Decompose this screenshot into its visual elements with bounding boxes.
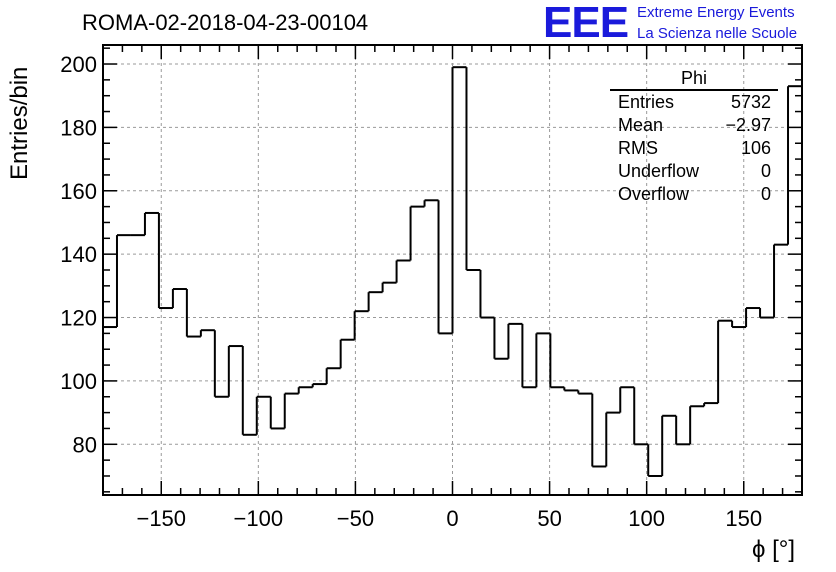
stats-label: Underflow [618,161,700,181]
x-tick-label: 50 [537,506,561,531]
stats-row-rms: RMS 106 [608,137,778,160]
eee-logo: EEE [543,0,629,47]
stats-box: Phi Entries 5732 Mean −2.97 RMS 106 Unde… [608,67,778,206]
y-tick-label: 120 [60,306,97,331]
brand-line-1: Extreme Energy Events [637,4,795,21]
y-tick-label: 100 [60,369,97,394]
brand-line-2: La Scienza nelle Scuole [637,25,798,42]
stats-label: Mean [618,115,664,135]
y-tick-label: 140 [60,242,97,267]
x-tick-label: −50 [337,506,374,531]
stats-box-title: Phi [610,67,778,91]
y-tick-label: 200 [60,52,97,77]
y-tick-label: 180 [60,115,97,140]
stats-value: −2.97 [725,115,771,135]
x-tick-label: −150 [136,506,186,531]
stats-row-underflow: Underflow 0 [608,160,778,183]
x-tick-label: −100 [234,506,284,531]
stats-row-overflow: Overflow 0 [608,183,778,206]
y-tick-label: 80 [73,432,97,457]
stats-row-entries: Entries 5732 [608,91,778,114]
y-axis-label: Entries/bin [6,66,33,180]
x-tick-label: 100 [628,506,665,531]
stats-label: RMS [618,138,658,158]
stats-value: 5732 [730,92,771,112]
x-axis-label: ϕ [°] [752,536,796,563]
stats-label: Overflow [618,184,690,204]
stats-value: 0 [760,184,771,204]
plot-title: ROMA-02-2018-04-23-00104 [82,10,369,35]
x-tick-label: 0 [446,506,458,531]
stats-row-mean: Mean −2.97 [608,114,778,137]
stats-value: 0 [760,161,771,181]
stats-value: 106 [740,138,771,158]
stats-label: Entries [618,92,675,112]
y-tick-label: 160 [60,179,97,204]
x-tick-label: 150 [725,506,762,531]
